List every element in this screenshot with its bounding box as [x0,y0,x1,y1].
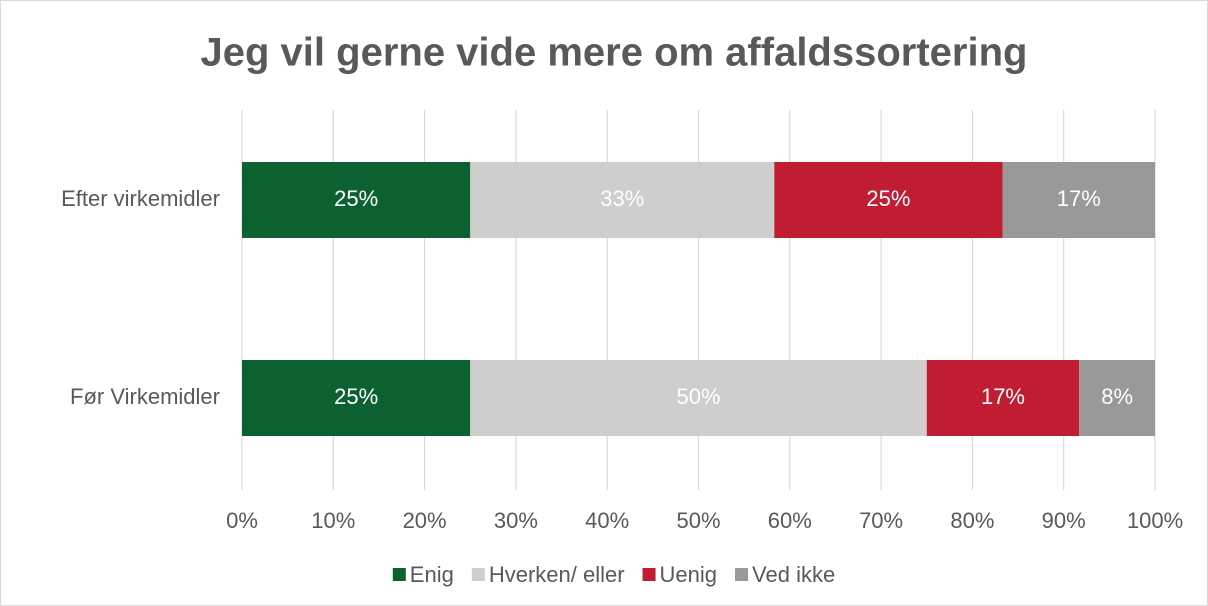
bar-segment [242,360,471,436]
data-label: 17% [1057,186,1101,211]
data-label: 50% [676,384,720,409]
data-label: 25% [334,384,378,409]
legend-swatch [471,568,485,581]
data-label: 33% [600,186,644,211]
y-tick-label: Før Virkemidler [70,384,220,409]
x-tick-label: 20% [403,508,447,533]
x-tick-label: 60% [768,508,812,533]
legend-label: Uenig [660,562,717,587]
bar-segment [470,162,775,238]
data-label: 8% [1101,384,1133,409]
bar-segment [470,360,927,436]
x-tick-label: 50% [676,508,720,533]
data-label: 25% [866,186,910,211]
y-tick-label: Efter virkemidler [61,186,220,211]
legend-swatch [642,568,656,581]
bar-segment [1002,162,1155,238]
legend-swatch [392,568,406,581]
chart-title: Jeg vil gerne vide mere om affaldssorter… [201,31,1028,75]
x-tick-label: 40% [585,508,629,533]
legend-swatch [735,568,749,581]
legend-label: Hverken/ eller [489,562,625,587]
data-label: 25% [334,186,378,211]
bar-segment [1079,360,1155,436]
data-label: 17% [981,384,1025,409]
x-tick-label: 0% [226,508,258,533]
x-tick-label: 90% [1042,508,1086,533]
x-tick-label: 10% [311,508,355,533]
x-tick-label: 30% [494,508,538,533]
legend-label: Enig [410,562,454,587]
x-tick-label: 70% [859,508,903,533]
x-tick-label: 100% [1127,508,1183,533]
bar-segment [242,162,471,238]
bar-segment [774,162,1003,238]
x-tick-label: 80% [950,508,994,533]
bar-segment [926,360,1080,436]
legend-label: Ved ikke [752,562,835,587]
